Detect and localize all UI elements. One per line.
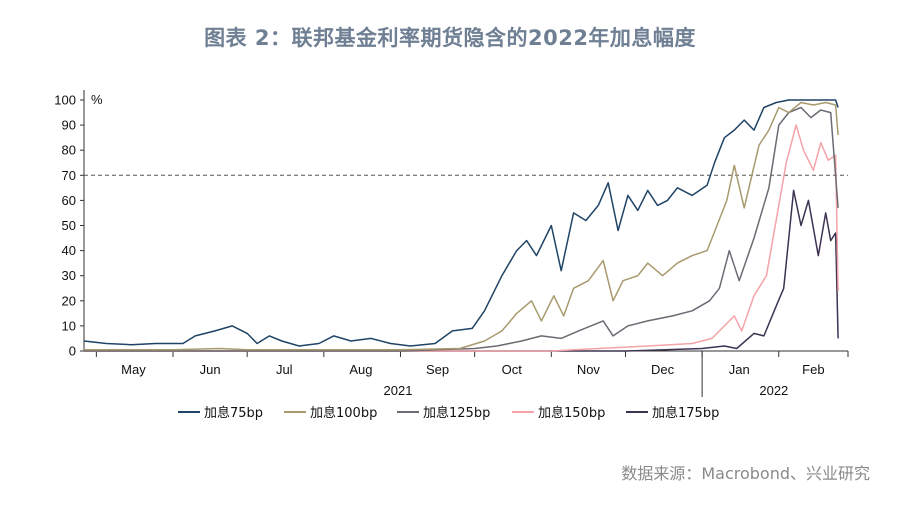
y-tick-label: 70 — [62, 168, 76, 183]
series-line-s175 — [84, 189, 839, 352]
y-tick-label: 10 — [62, 318, 76, 333]
y-tick-label: 0 — [69, 344, 76, 359]
x-month-label: Nov — [577, 362, 601, 377]
x-month-label: Aug — [349, 362, 372, 377]
x-month-label: Jul — [276, 362, 293, 377]
x-month-label: Dec — [651, 362, 675, 377]
series-line-s150 — [84, 124, 839, 352]
x-year-label: 2021 — [384, 383, 413, 398]
legend-label-s125: 加息125bp — [423, 405, 490, 421]
y-tick-label: 60 — [62, 193, 76, 208]
y-tick-label: 90 — [62, 118, 76, 133]
y-unit-label: % — [91, 92, 103, 107]
x-month-label: Jun — [200, 362, 221, 377]
x-month-label: May — [121, 362, 146, 377]
source-note: 数据来源：Macrobond、兴业研究 — [621, 464, 870, 483]
x-year-label: 2022 — [759, 383, 788, 398]
x-month-label: Feb — [802, 362, 824, 377]
x-month-label: Oct — [502, 362, 523, 377]
y-tick-label: 40 — [62, 243, 76, 258]
y-tick-label: 20 — [62, 293, 76, 308]
y-tick-label: 100 — [54, 93, 76, 108]
legend-label-s75: 加息75bp — [204, 405, 263, 421]
legend-label-s150: 加息150bp — [538, 405, 605, 421]
legend-label-s100: 加息100bp — [310, 405, 377, 421]
y-tick-label: 30 — [62, 268, 76, 283]
y-tick-label: 50 — [62, 218, 76, 233]
chart-title: 图表 2：联邦基金利率期货隐含的2022年加息幅度 — [204, 26, 696, 50]
series-line-s125 — [84, 106, 839, 352]
series-line-s75 — [83, 99, 839, 347]
x-month-label: Jan — [729, 362, 750, 377]
x-month-label: Sep — [426, 362, 449, 377]
series-line-s100 — [84, 101, 839, 351]
legend-label-s175: 加息175bp — [652, 405, 719, 421]
y-tick-label: 80 — [62, 143, 76, 158]
